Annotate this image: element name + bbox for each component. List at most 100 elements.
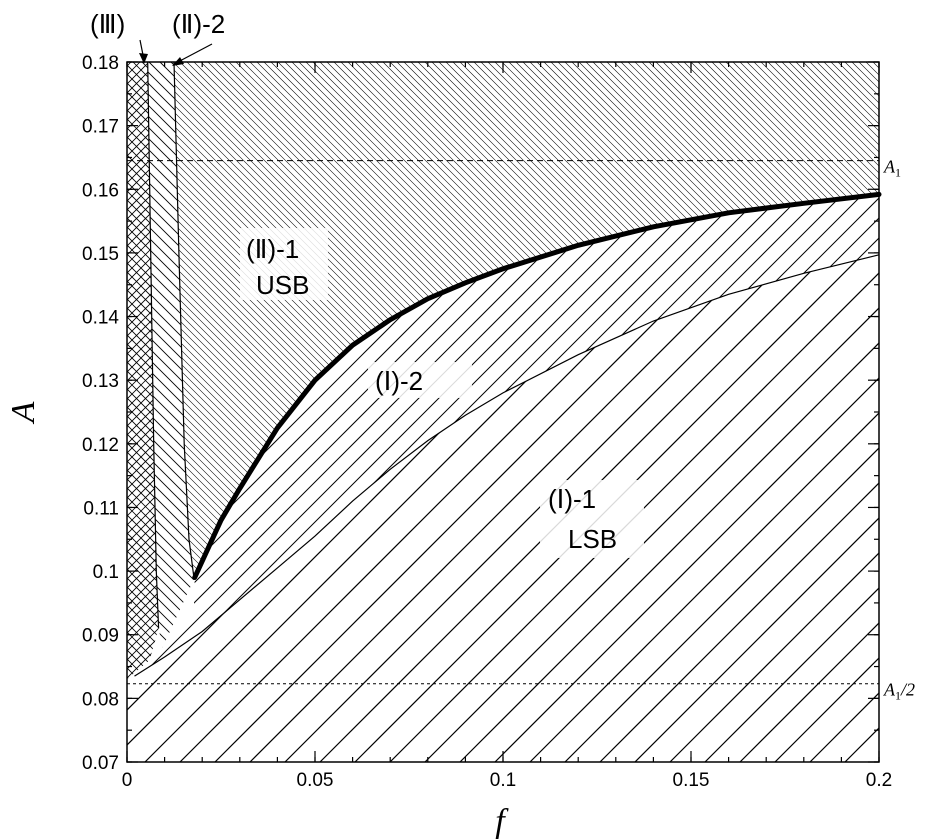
hatch-II2-line bbox=[776, 62, 938, 762]
hatch-III-cross-line bbox=[127, 62, 159, 680]
hatch-I1-LSB-line bbox=[599, 254, 879, 763]
hatch-II2-line bbox=[468, 62, 938, 762]
y-tick-label: 0.18 bbox=[82, 53, 119, 74]
hatch-III-cross-line bbox=[736, 62, 938, 762]
hatch-I2-line bbox=[234, 194, 879, 677]
y-tick-label: 0.09 bbox=[82, 626, 119, 647]
hatch-III-cross-line bbox=[259, 62, 938, 762]
hatch-III-line bbox=[150, 62, 159, 680]
hatch-II2-line bbox=[147, 62, 195, 648]
hatch-II1-USB-line bbox=[174, 62, 531, 578]
label-I1: (Ⅰ)-1 LSB bbox=[540, 480, 644, 558]
hatch-III-line bbox=[925, 62, 938, 762]
hatch-I1-LSB-line bbox=[127, 254, 566, 763]
reference-labels: A1 A1/2 bbox=[883, 157, 915, 703]
hatch-III-line bbox=[178, 62, 878, 762]
hatch-I1-LSB-line bbox=[529, 254, 879, 763]
hatch-III-line bbox=[127, 62, 159, 680]
hatch-II1-USB-line bbox=[174, 62, 370, 578]
hatch-III-line bbox=[727, 62, 938, 762]
hatch-II2-line bbox=[765, 62, 938, 762]
hatch-I2-line bbox=[134, 194, 516, 677]
hatch-I1-LSB-line bbox=[214, 254, 879, 763]
boundary-USB-thick bbox=[192, 191, 882, 580]
hatch-III-cross-line bbox=[127, 62, 159, 680]
hatch-III-line bbox=[736, 62, 938, 762]
hatch-II2-line bbox=[930, 62, 938, 762]
hatch-II2-line bbox=[159, 62, 195, 648]
hatch-II2-line bbox=[147, 62, 195, 648]
hatch-III-cross-line bbox=[448, 62, 938, 762]
hatch-III-line bbox=[127, 62, 159, 680]
hatch-III-cross-line bbox=[826, 62, 938, 762]
plot-frame bbox=[126, 61, 880, 763]
hatch-III-line bbox=[259, 62, 938, 762]
hatch-II1-USB-line bbox=[174, 62, 671, 578]
hatch-I1-LSB-line bbox=[494, 254, 879, 763]
label-II1: (Ⅱ)-1 USB bbox=[240, 228, 328, 300]
region-hatching bbox=[127, 62, 938, 763]
hatch-II1-USB-line bbox=[585, 62, 879, 578]
hatch-II2-line bbox=[147, 62, 195, 648]
hatch-II2-line bbox=[809, 62, 938, 762]
hatch-III-line bbox=[754, 62, 938, 762]
hatch-II1-USB-line bbox=[557, 62, 879, 578]
hatch-III-cross-line bbox=[394, 62, 938, 762]
hatch-III-cross-line bbox=[127, 62, 159, 680]
hatch-III-cross-line bbox=[502, 62, 938, 762]
x-tick-label: 0.1 bbox=[490, 770, 516, 791]
hatch-III-line bbox=[169, 62, 869, 762]
hatch-II2-line bbox=[147, 62, 195, 648]
hatch-II2-line bbox=[490, 62, 938, 762]
hatch-II2-line bbox=[147, 62, 195, 648]
hatch-II1-USB-line bbox=[174, 62, 552, 578]
hatch-III-cross-line bbox=[127, 62, 159, 680]
hatch-II1-USB-line bbox=[242, 62, 879, 578]
hatch-III-line bbox=[127, 62, 159, 680]
hatch-II2-line bbox=[919, 62, 938, 762]
boundary-LSB-upper bbox=[134, 254, 880, 677]
hatch-III-cross-line bbox=[127, 62, 159, 680]
hatch-II2-line bbox=[147, 62, 195, 648]
hatch-III-line bbox=[718, 62, 938, 762]
hatch-II1-USB-line bbox=[606, 62, 879, 578]
hatch-II2-line bbox=[147, 62, 195, 648]
hatch-II1-USB-line bbox=[174, 62, 496, 578]
hatch-III-line bbox=[871, 62, 938, 762]
hatch-I2-line bbox=[134, 194, 596, 677]
hatch-I2-line bbox=[134, 194, 716, 677]
region-labels: (Ⅲ) (Ⅱ)-2 (Ⅱ)-1 USB (Ⅰ)-2 (Ⅰ)-1 LSB bbox=[90, 9, 644, 558]
hatch-III-line bbox=[421, 62, 938, 762]
hatch-II1-USB-line bbox=[396, 62, 879, 578]
hatch-II1-USB-line bbox=[536, 62, 879, 578]
hatch-II1-USB-line bbox=[174, 62, 433, 578]
hatch-II1-USB-line bbox=[174, 62, 461, 578]
hatch-II2-line bbox=[192, 62, 195, 648]
hatch-II1-USB-line bbox=[326, 62, 879, 578]
hatch-II1-USB-line bbox=[174, 62, 545, 578]
y-tick-label: 0.12 bbox=[82, 435, 119, 456]
hatch-III-cross-line bbox=[754, 62, 938, 762]
hatch-III-cross-line bbox=[700, 62, 938, 762]
hatch-I2-line bbox=[134, 194, 456, 677]
hatch-II1-USB-line bbox=[872, 62, 879, 578]
hatch-III-line bbox=[700, 62, 938, 762]
hatch-II2-line bbox=[147, 62, 195, 648]
x-tick-label: 0.15 bbox=[673, 770, 710, 791]
hatch-III-cross-line bbox=[250, 62, 938, 762]
hatch-II1-USB-line bbox=[174, 62, 622, 578]
hatch-II1-USB-line bbox=[683, 62, 879, 578]
hatch-III-line bbox=[127, 62, 159, 680]
hatch-II1-USB-line bbox=[690, 62, 879, 578]
hatch-II2-line bbox=[147, 62, 195, 648]
hatch-III-cross-line bbox=[127, 62, 159, 680]
y-tick-label: 0.15 bbox=[82, 244, 119, 265]
hatch-II1-USB-line bbox=[473, 62, 879, 578]
hatch-II1-USB-line bbox=[571, 62, 879, 578]
hatch-II1-USB-line bbox=[354, 62, 879, 578]
hatch-III-cross-line bbox=[127, 62, 159, 680]
hatch-II1-USB-line bbox=[174, 62, 664, 578]
hatch-III-cross-line bbox=[160, 62, 860, 762]
hatch-II1-USB-line bbox=[382, 62, 879, 578]
hatch-II1-USB-line bbox=[174, 62, 356, 578]
